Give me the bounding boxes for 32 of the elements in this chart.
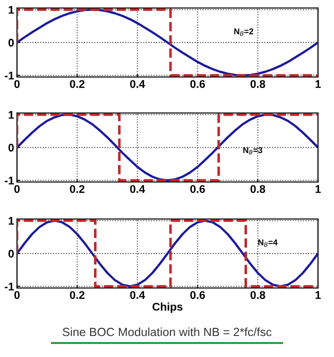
x-tick-label: 0 bbox=[14, 291, 20, 299]
x-tick-label: 0.2 bbox=[70, 80, 84, 88]
y-tick-label: 0 bbox=[8, 38, 14, 47]
y-tick-label: 1 bbox=[8, 111, 14, 119]
x-tick-label: 0 bbox=[14, 185, 20, 193]
x-tick-label: 0.2 bbox=[70, 291, 84, 299]
y-tick-label: 0 bbox=[8, 250, 14, 258]
y-tick-label: -1 bbox=[4, 72, 14, 80]
x-tick-label: 0.8 bbox=[250, 80, 266, 88]
x-tick-label: 0.2 bbox=[70, 185, 84, 193]
x-axis-title: Chips bbox=[152, 302, 182, 313]
x-tick-label: 1 bbox=[316, 80, 321, 88]
annotation: N$_{B}$=2 bbox=[234, 28, 254, 36]
x-tick-label: 0.6 bbox=[190, 80, 205, 88]
y-tick-label: 0 bbox=[8, 144, 14, 152]
y-tick-label: 1 bbox=[8, 6, 14, 14]
x-tick-label: 1 bbox=[316, 185, 321, 193]
x-tick-label: 0.4 bbox=[130, 291, 146, 299]
x-tick-label: 1 bbox=[316, 291, 321, 299]
x-tick-label: 0.8 bbox=[250, 185, 266, 193]
x-tick-label: 0.4 bbox=[130, 185, 146, 193]
text: Sine BOC Modulation with NB = 2*fc/fsc bbox=[62, 327, 272, 336]
y-tick-label: -1 bbox=[4, 282, 14, 290]
y-tick-label: 1 bbox=[8, 217, 14, 225]
x-tick-label: 0 bbox=[14, 80, 20, 88]
y-tick-label: -1 bbox=[4, 176, 14, 184]
x-tick-label: 0.4 bbox=[130, 80, 146, 88]
x-tick-label: 0.6 bbox=[190, 291, 205, 299]
annotation: N$_{B}$=4 bbox=[258, 239, 278, 247]
x-tick-label: 0.6 bbox=[190, 185, 205, 193]
annotation: N$_{B}$=3 bbox=[243, 147, 262, 154]
x-tick-label: 0.8 bbox=[250, 291, 266, 299]
